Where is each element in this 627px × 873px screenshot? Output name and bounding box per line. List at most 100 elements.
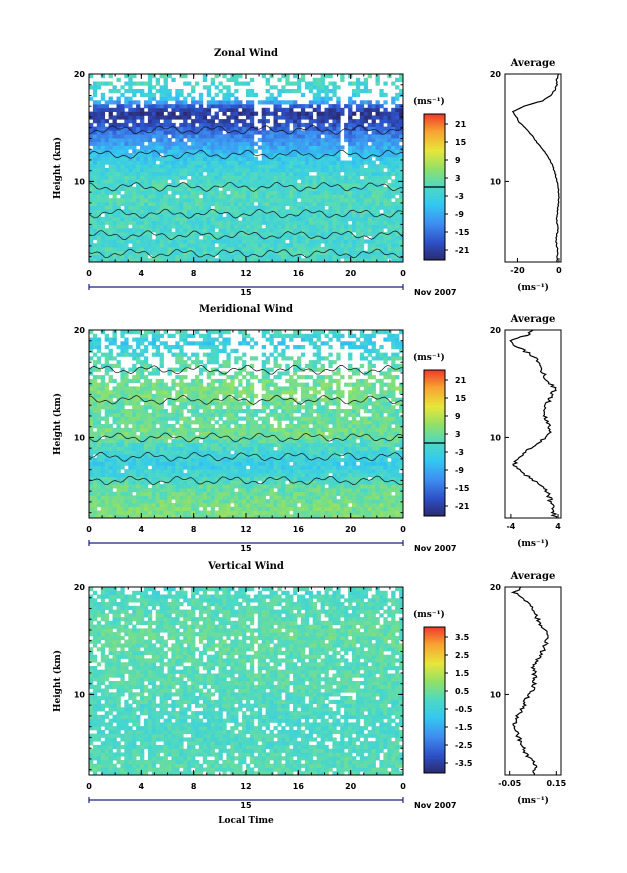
heatmap-cell — [363, 130, 369, 135]
heatmap-cell — [179, 198, 184, 203]
heatmap-cell — [140, 224, 145, 229]
heatmap-cell — [355, 503, 361, 508]
heatmap-cell — [96, 499, 102, 504]
heatmap-cell — [206, 454, 212, 459]
heatmap-cell — [261, 503, 266, 508]
heatmap-cell — [238, 104, 243, 109]
heatmap-cell — [108, 183, 113, 188]
heatmap-cell — [183, 476, 188, 481]
heatmap-cell — [336, 85, 341, 90]
heatmap-cell — [159, 183, 164, 188]
heatmap-cell — [218, 472, 223, 478]
heatmap-cell — [242, 506, 247, 511]
heatmap-cell — [371, 160, 376, 165]
heatmap-cell — [304, 183, 310, 188]
heatmap-cell — [281, 198, 286, 203]
heatmap-cell — [257, 503, 263, 508]
heatmap-cell — [304, 179, 310, 184]
heatmap-cell — [206, 258, 212, 263]
heatmap-cell — [214, 134, 219, 139]
heatmap-cell — [285, 126, 290, 131]
heatmap-cell — [132, 220, 137, 225]
heatmap-cell — [143, 104, 149, 109]
heatmap-cell — [289, 514, 294, 519]
heatmap-cell — [183, 205, 188, 210]
heatmap-cell — [297, 258, 302, 263]
heatmap-cell — [238, 228, 243, 233]
heatmap-cell — [293, 205, 298, 210]
heatmap-cell — [234, 235, 239, 240]
heatmap-cell — [92, 119, 98, 124]
heatmap-cell — [187, 506, 192, 511]
heatmap-cell — [163, 168, 168, 173]
heatmap-cell — [344, 122, 349, 128]
heatmap-cell — [128, 153, 133, 158]
heatmap-cell — [277, 77, 282, 82]
heatmap-cell — [226, 254, 231, 259]
heatmap-cell — [352, 183, 357, 188]
heatmap-cell — [202, 179, 208, 184]
heatmap-cell — [253, 198, 259, 203]
heatmap-cell — [273, 141, 278, 146]
heatmap-cell — [140, 145, 145, 150]
heatmap-cell — [175, 205, 180, 210]
heatmap-cell — [285, 258, 290, 263]
heatmap-cell — [375, 77, 380, 82]
heatmap-cell — [277, 205, 282, 210]
heatmap-cell — [367, 209, 372, 214]
heatmap-cell — [257, 216, 263, 222]
heatmap-cell — [297, 111, 302, 116]
heatmap-cell — [297, 450, 302, 455]
heatmap-cell — [214, 231, 219, 237]
heatmap-cell — [179, 450, 184, 455]
heatmap-cell — [289, 213, 294, 218]
heatmap-cell — [324, 107, 329, 112]
heatmap-cell — [269, 228, 274, 233]
heatmap-cell — [238, 160, 243, 165]
heatmap-cell — [96, 205, 102, 210]
heatmap-cell — [285, 153, 290, 158]
heatmap-cell — [367, 186, 372, 191]
heatmap-cell — [234, 254, 239, 259]
heatmap-cell — [210, 122, 215, 128]
heatmap-cell — [281, 122, 286, 128]
heatmap-cell — [132, 235, 137, 240]
heatmap-cell — [277, 164, 282, 169]
heatmap-cell — [100, 457, 106, 462]
heatmap-cell — [155, 506, 160, 511]
heatmap-cell — [379, 465, 384, 470]
heatmap-cell — [320, 168, 325, 173]
heatmap-cell — [179, 168, 184, 173]
heatmap-cell — [112, 201, 117, 206]
heatmap-cell — [147, 476, 153, 481]
heatmap-cell — [147, 224, 153, 229]
heatmap-cell — [277, 100, 282, 105]
heatmap-cell — [108, 235, 113, 240]
heatmap-cell — [348, 119, 353, 124]
heatmap-cell — [112, 224, 117, 229]
heatmap-cell — [187, 224, 192, 229]
heatmap-cell — [206, 491, 212, 496]
heatmap-cell — [100, 499, 106, 504]
heatmap-cell — [147, 141, 153, 146]
heatmap-cell — [167, 514, 172, 519]
heatmap-cell — [355, 216, 361, 222]
heatmap-cell — [277, 171, 282, 176]
heatmap-cell — [214, 168, 219, 173]
heatmap-cell — [222, 450, 227, 455]
heatmap-cell — [387, 119, 392, 124]
heatmap-cell — [147, 220, 153, 225]
heatmap-cell — [316, 487, 321, 493]
heatmap-cell — [242, 254, 247, 259]
heatmap-cell — [363, 476, 369, 481]
heatmap-cell — [308, 484, 314, 489]
heatmap-cell — [183, 487, 188, 493]
heatmap-cell — [206, 100, 212, 105]
heatmap-cell — [285, 495, 290, 500]
heatmap-cell — [140, 243, 145, 248]
heatmap-cell — [281, 476, 286, 481]
heatmap-cell — [316, 201, 321, 206]
heatmap-cell — [344, 250, 349, 255]
heatmap-cell — [140, 484, 145, 489]
heatmap-cell — [210, 175, 215, 180]
